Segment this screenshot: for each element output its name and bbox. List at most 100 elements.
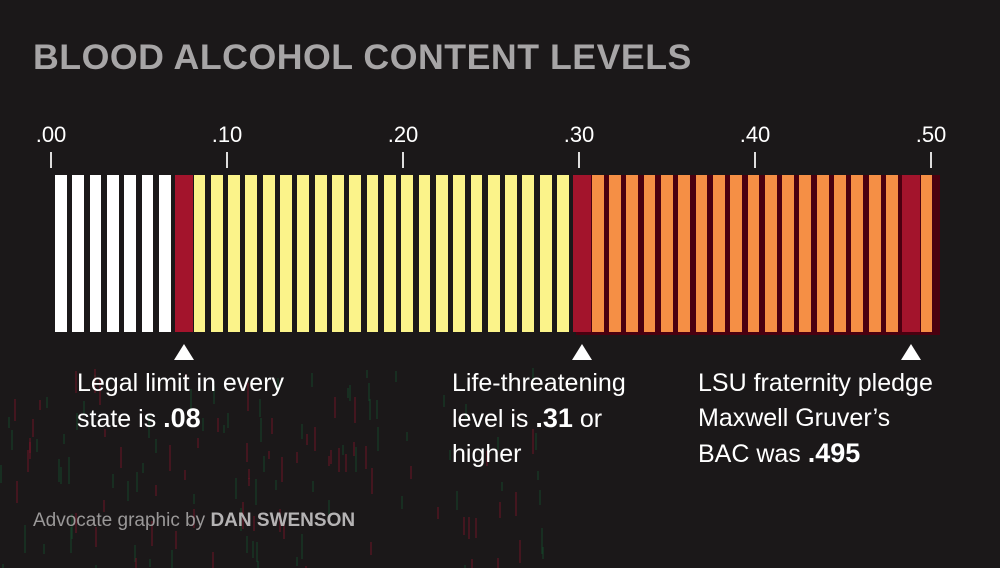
texture-streak (196, 438, 199, 448)
texture-streak (16, 480, 19, 503)
note-line: BAC was (698, 440, 801, 468)
texture-streak (94, 375, 97, 386)
bar-dangerous (816, 175, 829, 332)
texture-streak (377, 427, 380, 452)
bar-safe (141, 175, 154, 332)
texture-streak (135, 472, 138, 492)
chart-title: BLOOD ALCOHOL CONTENT LEVELS (33, 38, 692, 77)
texture-streak (464, 403, 467, 419)
texture-streak (102, 499, 105, 513)
texture-streak (251, 540, 254, 558)
note-value: .31 (535, 403, 573, 433)
texture-streak (368, 398, 371, 421)
marker-triangle-icon (173, 344, 194, 360)
texture-streak (278, 508, 281, 533)
tick-label: .10 (211, 122, 243, 147)
texture-streak (310, 372, 313, 388)
texture-streak (260, 418, 263, 442)
texture-streak (376, 399, 379, 419)
texture-streak (341, 444, 344, 455)
tick-label: .30 (563, 122, 595, 147)
bar-impaired (418, 175, 431, 332)
texture-streak (98, 378, 101, 405)
texture-streak (35, 439, 38, 452)
texture-streak (442, 395, 445, 407)
texture-streak (0, 465, 3, 483)
note-value: .08 (163, 403, 201, 433)
texture-streak (246, 443, 249, 463)
texture-streak (28, 438, 31, 454)
texture-streak (531, 428, 534, 455)
credit-prefix: Advocate graphic by (33, 510, 206, 531)
bar-dangerous (591, 175, 604, 332)
texture-streak (190, 388, 193, 411)
texture-streak (242, 502, 245, 530)
texture-streak (271, 418, 274, 435)
texture-streak (462, 516, 465, 536)
texture-streak (346, 387, 349, 398)
texture-streak (328, 456, 331, 466)
texture-streak (534, 432, 537, 450)
note-line: LSU fraternity pledge (698, 369, 933, 397)
tick-mark (226, 152, 228, 168)
bar-safe (106, 175, 119, 332)
texture-streak (353, 442, 356, 457)
bar-marker (902, 175, 920, 332)
bar-impaired (383, 175, 396, 332)
bar-safe (72, 175, 85, 332)
texture-streak (154, 438, 157, 453)
texture-streak (193, 508, 196, 528)
note-line: Maxwell Gruver’s (698, 404, 891, 432)
texture-streak (126, 481, 129, 502)
bar-dangerous (851, 175, 864, 332)
texture-streak (59, 467, 62, 484)
note-line: Life-threatening (452, 369, 626, 397)
texture-streak (39, 400, 42, 411)
texture-streak (67, 456, 70, 484)
tick-label: .50 (915, 122, 947, 147)
texture-streak (369, 541, 372, 555)
texture-streak (464, 564, 467, 568)
bar-dangerous (782, 175, 794, 332)
note-line: Legal limit in every (77, 369, 285, 397)
texture-streak (83, 401, 86, 415)
bar-dangerous (868, 175, 881, 332)
bar-impaired (297, 175, 310, 332)
texture-streak (519, 540, 522, 564)
texture-streak (57, 458, 60, 482)
texture-streak (370, 467, 373, 494)
texture-streak (174, 531, 177, 549)
texture-streak (149, 559, 152, 568)
texture-streak (201, 418, 204, 431)
texture-streak (354, 397, 357, 424)
lsu-pledge-note: LSU fraternity pledge Maxwell Gruver’s B… (698, 366, 933, 472)
bar-dangerous (834, 175, 846, 332)
texture-streak (171, 549, 174, 568)
bar-dangerous (695, 175, 708, 332)
texture-streak (366, 369, 369, 378)
texture-streak (276, 378, 279, 392)
texture-streak (282, 519, 285, 540)
bar-impaired (228, 175, 240, 332)
texture-streak (120, 446, 123, 469)
bar-impaired (505, 175, 517, 332)
texture-streak (330, 450, 333, 464)
texture-streak (248, 477, 251, 487)
texture-streak (112, 473, 115, 488)
note-line: level is (452, 405, 529, 433)
texture-streak (259, 399, 262, 417)
bar-dangerous (609, 175, 621, 332)
bar-impaired (557, 175, 569, 332)
texture-streak (256, 561, 259, 568)
texture-streak (185, 373, 188, 383)
texture-streak (368, 383, 371, 402)
texture-streak (76, 412, 79, 430)
bar-safe (89, 175, 102, 332)
texture-streak (295, 452, 298, 463)
texture-streak (43, 544, 46, 554)
note-line: or (579, 405, 603, 433)
texture-streak (344, 454, 347, 472)
texture-streak (212, 386, 215, 405)
texture-streak (154, 485, 157, 496)
